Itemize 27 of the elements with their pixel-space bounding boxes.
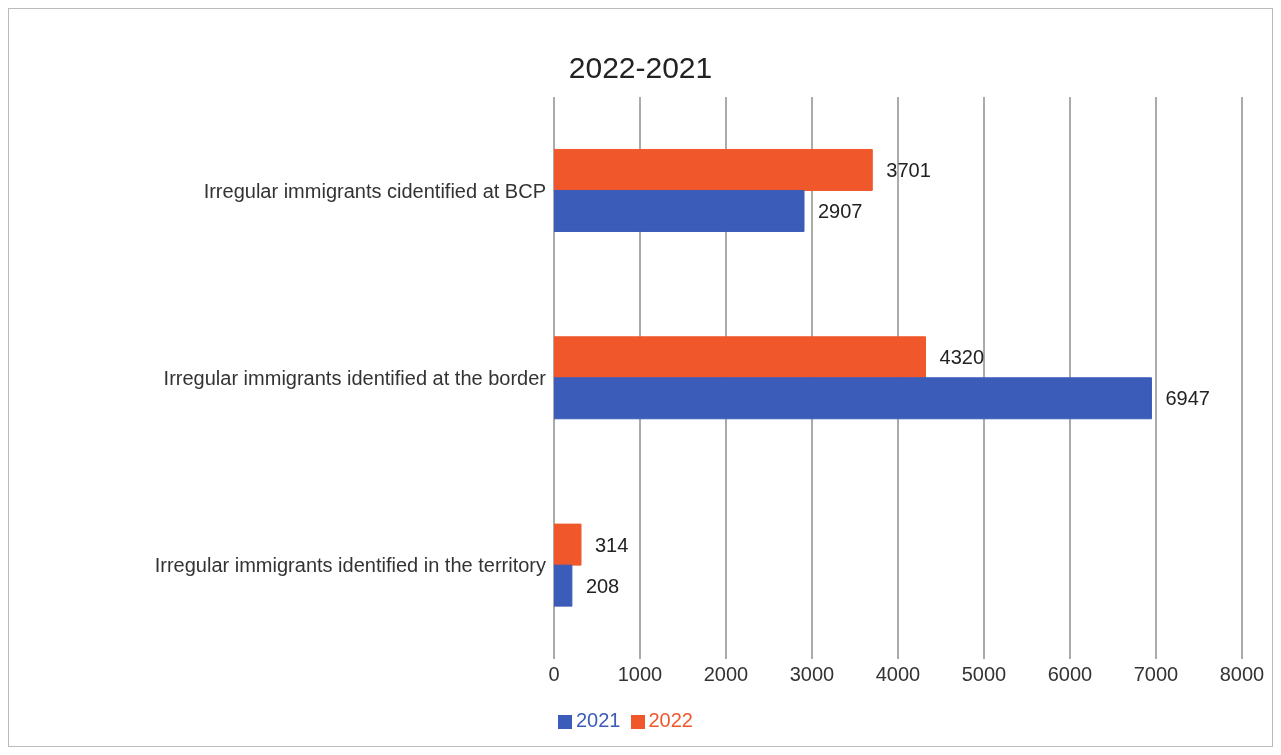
x-tick-label: 8000 — [1219, 663, 1265, 686]
x-tick-label: 5000 — [961, 663, 1007, 686]
data-label: 314 — [595, 533, 629, 556]
bar — [554, 564, 573, 607]
legend-label: 2022 — [648, 709, 693, 731]
y-tick-label: Irregular immigrants cidentified at BCP — [203, 179, 546, 202]
x-tick-label: 4000 — [875, 663, 921, 686]
x-tick-label: 7000 — [1133, 663, 1179, 686]
data-label: 6947 — [1165, 387, 1210, 410]
data-label: 2907 — [818, 200, 863, 223]
bar — [554, 336, 927, 379]
data-label: 4320 — [939, 346, 985, 369]
x-tick-label: 2000 — [703, 663, 749, 686]
chart-title: 2022-2021 — [567, 50, 714, 86]
x-tick-label: 3000 — [789, 663, 835, 686]
bar — [554, 377, 1152, 420]
data-label: 208 — [585, 574, 620, 597]
x-tick-label: 0 — [548, 663, 560, 686]
legend-label: 2021 — [576, 709, 621, 731]
y-tick-label: Irregular immigrants identified at the border — [163, 367, 547, 390]
x-tick-label: 1000 — [617, 663, 663, 686]
bar — [554, 148, 873, 191]
data-label: 3701 — [886, 159, 931, 182]
x-tick-label: 6000 — [1047, 663, 1093, 686]
bar — [554, 189, 805, 232]
bar — [554, 523, 582, 566]
y-tick-label: Irregular immigrants identified in the territory — [154, 554, 546, 577]
